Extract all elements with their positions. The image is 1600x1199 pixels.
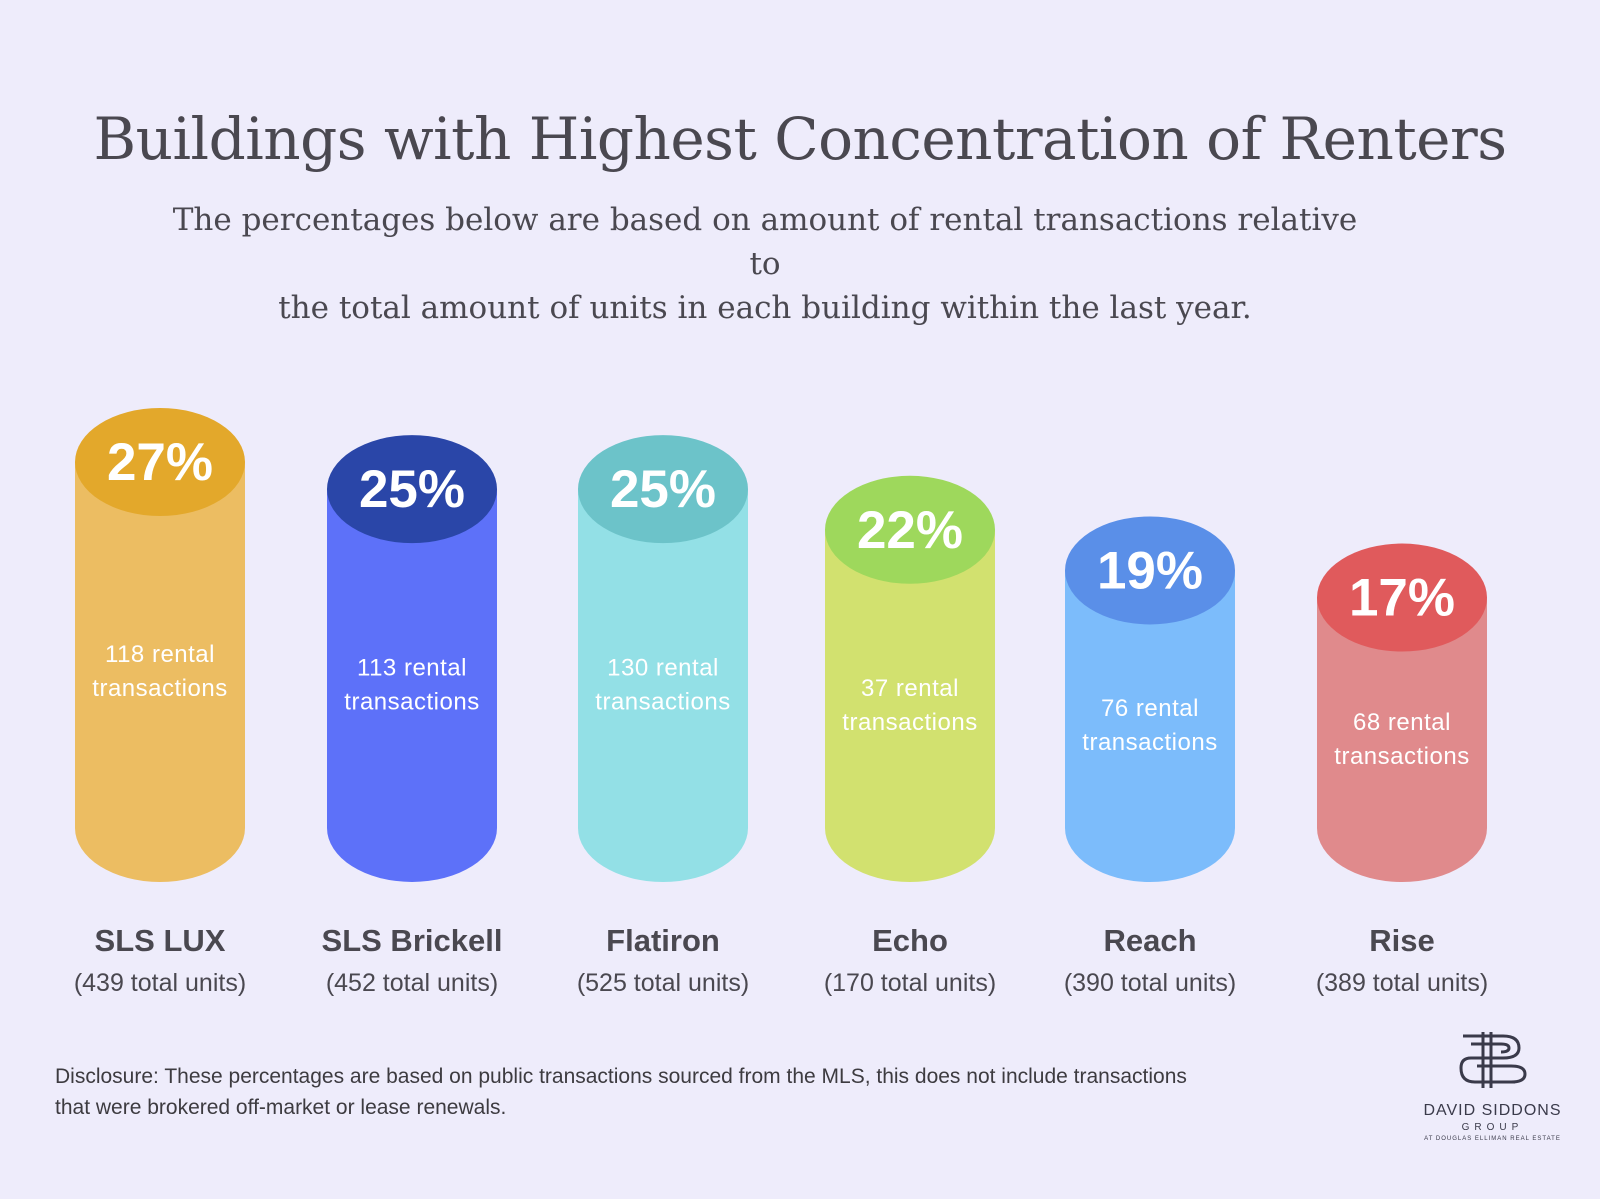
building-name: Flatiron — [606, 923, 720, 958]
cylinder-top — [75, 408, 245, 516]
cylinder-top — [578, 435, 748, 544]
transactions-label: transactions — [595, 689, 730, 716]
disclosure: Disclosure: These percentages are based … — [55, 1061, 1335, 1123]
cylinder-echo: 22% 37 rental transactions Echo (170 total u… — [824, 475, 996, 997]
transactions-label: 68 rental — [1353, 709, 1451, 736]
transactions-label: 113 rental — [357, 655, 467, 682]
cylinder-top — [1065, 516, 1235, 625]
cylinder-body — [578, 489, 748, 882]
brand-logo: DAVID SIDDONS GROUP AT DOUGLAS ELLIMAN R… — [1405, 1030, 1580, 1142]
transactions-label: 118 rental — [105, 641, 215, 668]
cylinder-flatiron: 25% 130 rental transactions Flatiron (525 to… — [577, 435, 749, 997]
cylinder-sls-lux: 27% 118 rental transactions SLS LUX (439 tot… — [74, 408, 246, 997]
cylinder-top — [327, 435, 497, 544]
cylinder-body — [75, 462, 245, 882]
transactions-label: transactions — [842, 709, 977, 736]
cylinder-body — [1065, 570, 1235, 882]
chart-subtitle: The percentages below are based on amoun… — [160, 198, 1370, 330]
building-name: SLS LUX — [95, 923, 226, 958]
building-units: (170 total units) — [824, 969, 996, 997]
building-units: (439 total units) — [74, 969, 246, 997]
transactions-label: transactions — [92, 675, 227, 702]
cylinder-body — [825, 529, 995, 882]
logo-subline: AT DOUGLAS ELLIMAN REAL ESTATE — [1424, 1136, 1561, 1142]
building-name: Rise — [1369, 923, 1434, 958]
cylinder-body — [1317, 597, 1487, 882]
logo-group: GROUP — [1461, 1122, 1524, 1133]
cylinder-top — [825, 475, 995, 584]
value-label: 19% — [1097, 541, 1203, 600]
value-label: 27% — [107, 433, 213, 492]
transactions-label: transactions — [1082, 729, 1217, 756]
cylinder-rise: 17% 68 rental transactions Rise (389 total u… — [1316, 543, 1488, 997]
cylinder-sls-brickell: 25% 113 rental transactions SLS Brickell (45… — [322, 435, 503, 997]
transactions-label: transactions — [1334, 743, 1469, 770]
transactions-label: 76 rental — [1101, 695, 1199, 722]
cylinder-body — [327, 489, 497, 882]
building-name: Reach — [1103, 923, 1196, 958]
building-units: (389 total units) — [1316, 969, 1488, 997]
building-name: SLS Brickell — [322, 923, 503, 958]
value-label: 22% — [857, 501, 963, 560]
value-label: 25% — [610, 460, 716, 519]
building-units: (452 total units) — [326, 969, 498, 997]
cylinder-top — [1317, 543, 1487, 652]
chart-title: Buildings with Highest Concentration of … — [93, 105, 1507, 173]
value-label: 17% — [1349, 569, 1455, 628]
building-name: Echo — [872, 923, 948, 958]
transactions-label: transactions — [344, 689, 479, 716]
value-label: 25% — [359, 460, 465, 519]
ds-monogram-icon — [1458, 1032, 1527, 1088]
subtitle-line-2: the total amount of units in each buildi… — [278, 290, 1252, 326]
transactions-label: 130 rental — [607, 655, 719, 682]
subtitle-line-1: The percentages below are based on amoun… — [172, 202, 1358, 282]
building-units: (525 total units) — [577, 969, 749, 997]
building-units: (390 total units) — [1064, 969, 1236, 997]
disclosure-line-1: Disclosure: These percentages are based … — [55, 1065, 1187, 1088]
cylinder-reach: 19% 76 rental transactions Reach (390 total … — [1064, 516, 1236, 997]
transactions-label: 37 rental — [861, 675, 959, 702]
disclosure-line-2: that were brokered off-market or lease r… — [55, 1096, 507, 1119]
logo-name: DAVID SIDDONS — [1423, 1102, 1562, 1119]
